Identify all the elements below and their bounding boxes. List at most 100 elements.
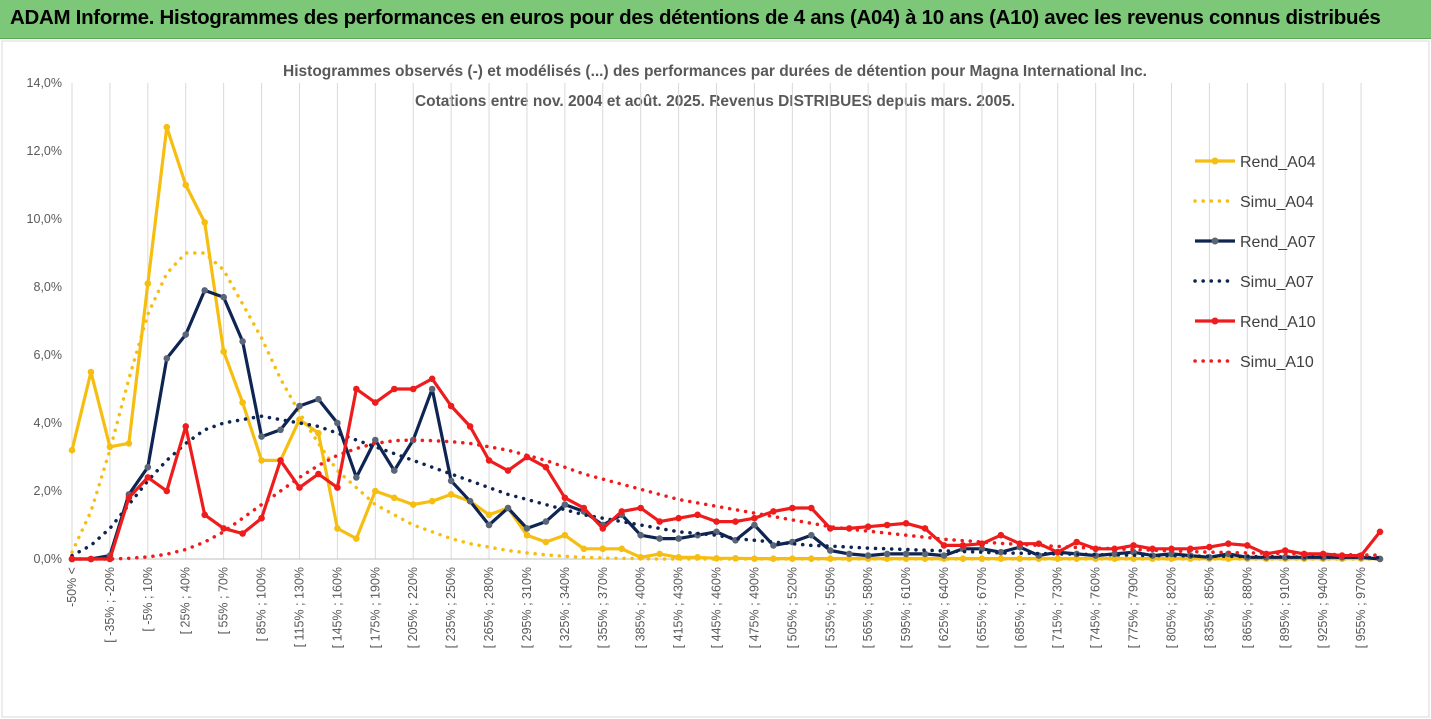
data-point xyxy=(334,525,341,532)
x-tick-label: [ 925% ; 940% xyxy=(1316,567,1330,648)
data-point xyxy=(485,457,493,464)
data-point xyxy=(732,518,739,525)
series-line xyxy=(72,377,1382,561)
legend-entry: Simu_A07 xyxy=(1193,274,1314,291)
data-point xyxy=(883,550,891,558)
data-point xyxy=(239,530,246,537)
x-tick-label: [ 595% ; 610% xyxy=(899,567,913,648)
data-point xyxy=(239,338,246,345)
data-point xyxy=(770,542,777,549)
legend-label: Simu_A04 xyxy=(1240,194,1314,211)
data-point xyxy=(144,474,152,481)
data-point xyxy=(789,504,796,512)
x-tick-label: [ 865% ; 880% xyxy=(1240,567,1254,648)
data-point xyxy=(713,555,720,562)
y-tick-label: 4,0% xyxy=(34,416,63,430)
y-tick-label: 14,0% xyxy=(27,76,62,90)
data-point xyxy=(1168,555,1175,562)
data-point xyxy=(201,287,208,294)
y-tick-label: 8,0% xyxy=(34,280,63,294)
data-point xyxy=(68,446,76,454)
data-point xyxy=(1149,545,1156,553)
data-point xyxy=(125,494,133,502)
data-point xyxy=(694,511,701,519)
data-point xyxy=(1281,554,1289,561)
data-point xyxy=(258,433,265,440)
series-line xyxy=(70,251,1382,561)
axis-layer: 0,0% 2,0% 4,0% 6,0% 8,0% 10,0% 12,0% 14,0% -50% … xyxy=(27,76,1380,648)
data-point xyxy=(997,548,1005,556)
x-tick-label: [ 295% ; 310% xyxy=(520,567,534,648)
data-point xyxy=(656,518,663,525)
legend-entry: Simu_A04 xyxy=(1193,194,1314,211)
legend-marker xyxy=(1211,157,1219,165)
legend-label: Simu_A07 xyxy=(1240,274,1314,291)
data-point xyxy=(902,550,910,558)
data-point xyxy=(675,514,682,522)
data-point xyxy=(201,219,208,226)
data-point xyxy=(466,497,474,505)
series-line xyxy=(70,125,1380,561)
data-point xyxy=(1225,540,1232,547)
data-point xyxy=(353,385,360,393)
data-point xyxy=(315,429,322,437)
data-point xyxy=(808,531,815,539)
data-point xyxy=(87,368,95,376)
x-tick-label: [ 265% ; 280% xyxy=(482,567,496,648)
data-point xyxy=(845,550,853,558)
data-point xyxy=(1054,548,1062,556)
legend: Rend_A04 Simu_A04 Rend_A07 Simu_A07 Rend_A10… xyxy=(1193,154,1316,371)
x-tick-label: -50% < xyxy=(65,567,79,607)
data-point xyxy=(428,385,436,393)
data-point xyxy=(144,280,152,287)
data-point xyxy=(523,525,531,532)
data-point xyxy=(770,555,777,562)
data-point xyxy=(997,555,1005,562)
legend-label: Rend_A07 xyxy=(1240,234,1316,251)
data-point xyxy=(1376,528,1384,536)
data-point xyxy=(864,552,872,559)
legend-marker xyxy=(1211,317,1219,325)
series-line xyxy=(72,288,1381,561)
data-point xyxy=(1073,538,1080,546)
legend-marker xyxy=(1211,237,1219,245)
data-point xyxy=(561,494,569,502)
data-point xyxy=(542,518,550,525)
y-tick-label: 6,0% xyxy=(34,348,63,362)
x-tick-label: [ 955% ; 970% xyxy=(1354,567,1368,648)
legend-entry: Rend_A04 xyxy=(1195,154,1316,171)
data-point xyxy=(485,521,493,529)
data-point xyxy=(372,399,379,406)
data-point xyxy=(1262,550,1270,558)
data-point xyxy=(296,402,303,410)
data-point xyxy=(997,531,1005,539)
data-point xyxy=(390,385,398,393)
x-tick-label: [ 385% ; 400% xyxy=(634,567,648,648)
data-point xyxy=(125,440,133,447)
x-tick-label: [ 175% ; 190% xyxy=(368,567,382,648)
data-point xyxy=(182,423,190,430)
data-point xyxy=(163,487,171,495)
data-point xyxy=(372,436,379,444)
x-tick-label: [ 685% ; 700% xyxy=(1013,567,1027,648)
x-tick-label: [ 625% ; 640% xyxy=(937,567,951,648)
data-point xyxy=(883,555,891,562)
data-point xyxy=(1111,555,1118,562)
data-point xyxy=(220,525,227,532)
data-point xyxy=(258,457,265,464)
series-Rend_A10 xyxy=(68,375,1384,563)
data-point xyxy=(1054,555,1062,562)
data-point xyxy=(1244,542,1251,549)
data-point xyxy=(1225,555,1232,562)
data-point xyxy=(523,531,531,539)
data-point xyxy=(902,520,910,527)
x-tick-label: [ 445% ; 460% xyxy=(710,567,724,648)
chart-subtitle: Cotations entre nov. 2004 et août. 2025.… xyxy=(415,93,1015,110)
data-point xyxy=(163,355,171,362)
data-point xyxy=(580,504,588,512)
data-point xyxy=(447,402,455,410)
data-point xyxy=(182,181,190,189)
x-tick-label: [ 25% ; 40% xyxy=(179,567,193,634)
x-tick-label: [ 655% ; 670% xyxy=(975,567,989,648)
x-tick-label: [ 535% ; 550% xyxy=(823,567,837,648)
